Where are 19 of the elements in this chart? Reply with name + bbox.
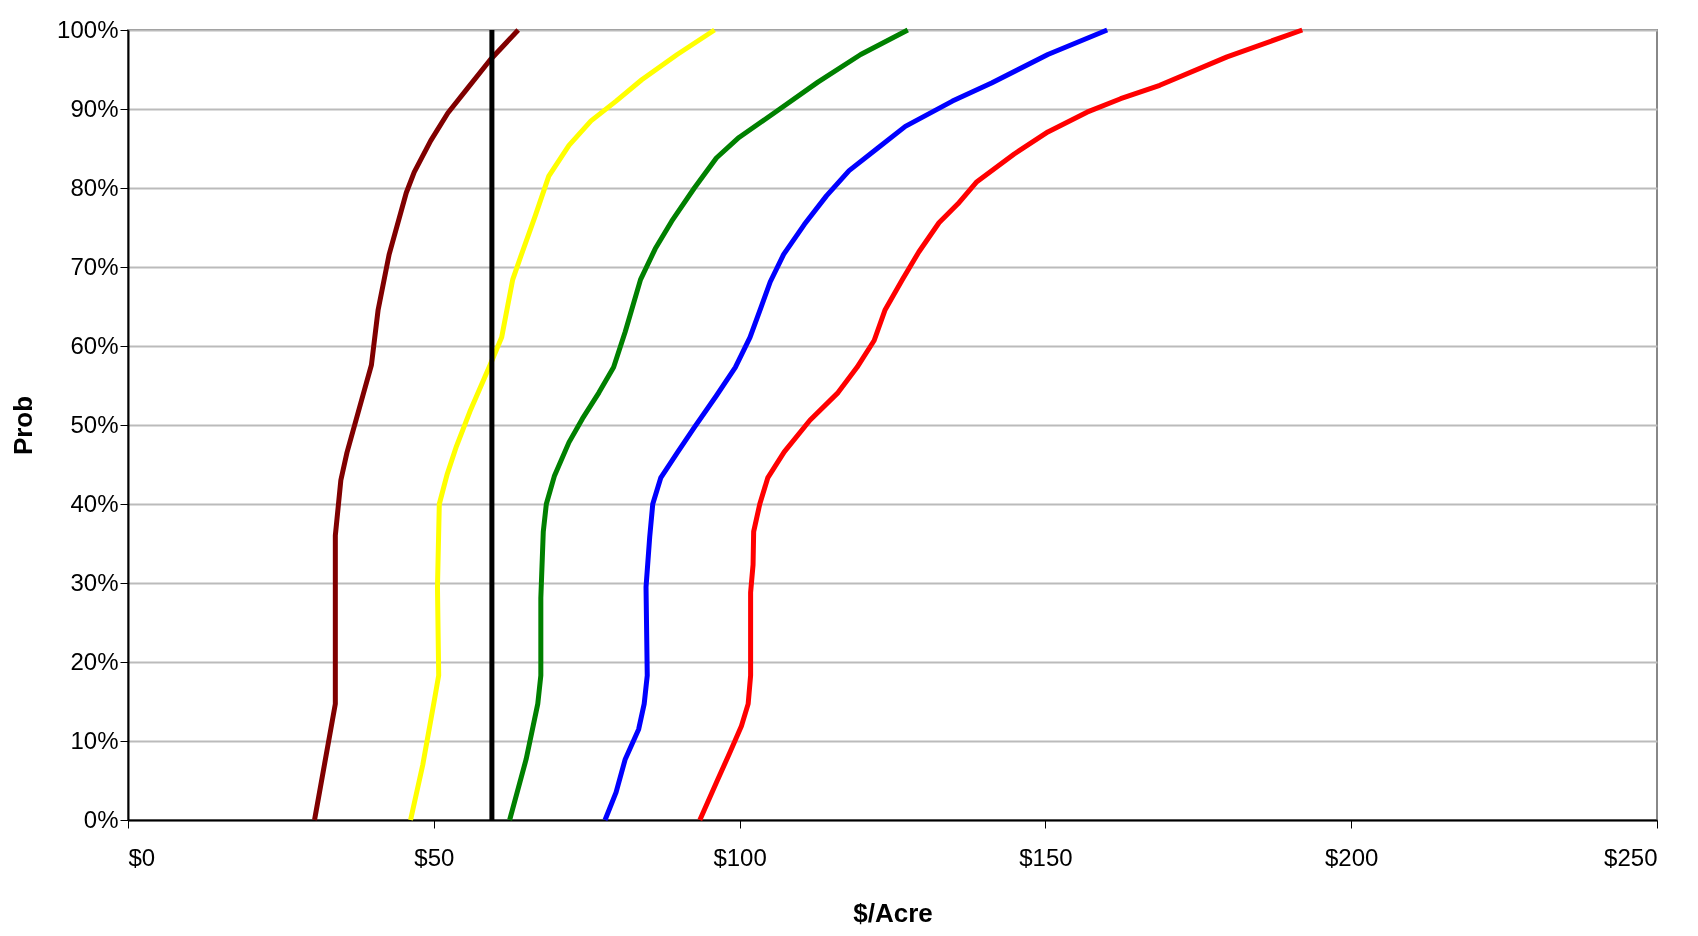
y-tick-label: 30% xyxy=(70,568,119,596)
y-tick-label: 60% xyxy=(70,331,119,359)
x-tick-label: $100 xyxy=(713,843,767,871)
y-tick-label: 10% xyxy=(70,726,119,754)
y-tick-label: 40% xyxy=(70,489,119,517)
y-tick-label: 100% xyxy=(57,15,119,43)
y-tick-label: 90% xyxy=(70,94,119,122)
x-tick-label: $0 xyxy=(128,843,156,871)
y-tick-label: 70% xyxy=(70,252,119,280)
x-tick-label: $250 xyxy=(1604,843,1658,871)
y-tick-label: 50% xyxy=(70,410,119,438)
x-axis-title: $/Acre xyxy=(853,897,933,928)
y-tick-label: 0% xyxy=(83,805,119,833)
x-tick-label: $50 xyxy=(414,843,455,871)
x-tick-label: $200 xyxy=(1325,843,1379,871)
y-axis-title: Prob xyxy=(8,395,39,456)
y-tick-label: 20% xyxy=(70,647,119,675)
x-tick-label: $150 xyxy=(1019,843,1073,871)
y-tick-label: 80% xyxy=(70,173,119,201)
